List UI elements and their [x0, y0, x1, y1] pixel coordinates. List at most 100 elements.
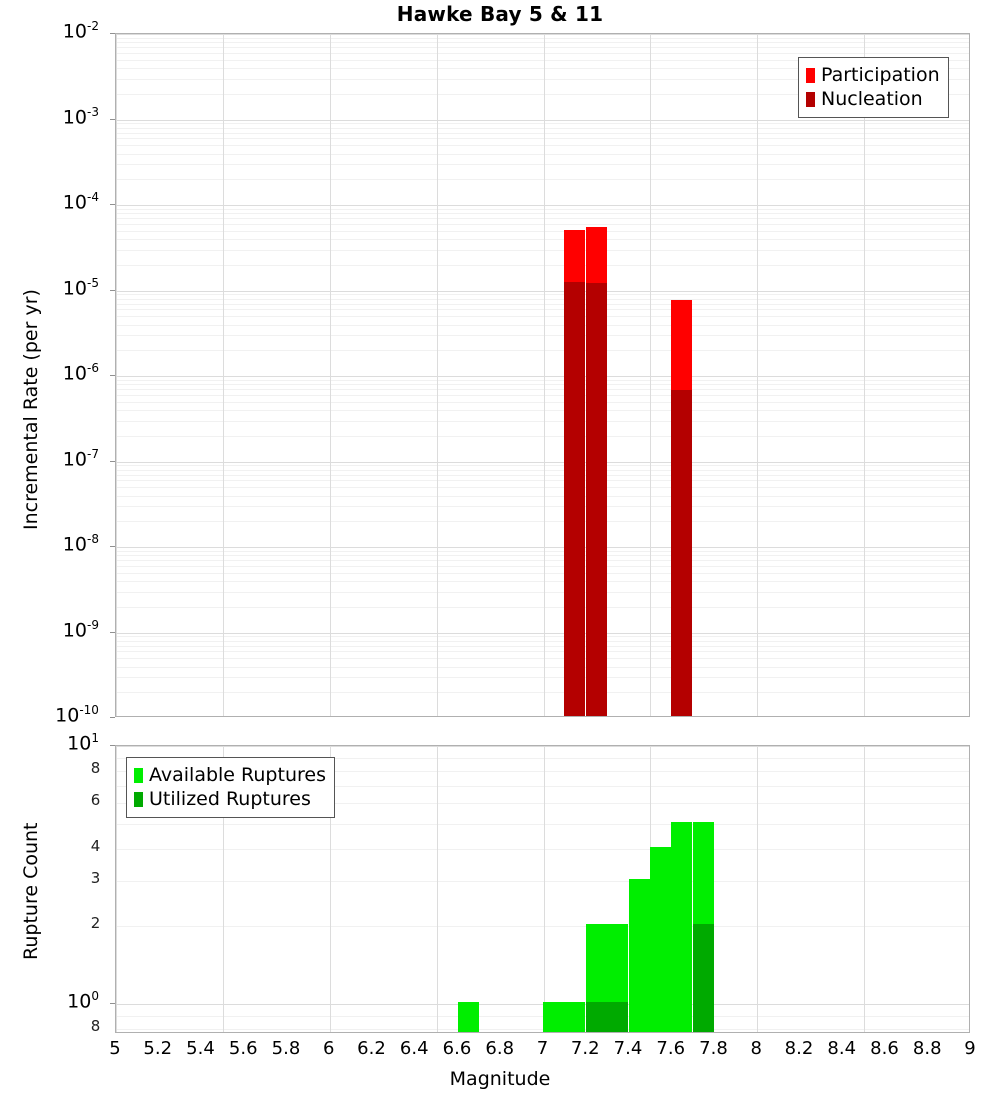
grid-line-minor — [116, 145, 969, 147]
grid-line-minor — [116, 785, 969, 787]
y-tick-mark — [110, 460, 115, 462]
grid-line-minor — [116, 1015, 969, 1017]
bar-nucleation — [564, 281, 586, 716]
grid-line-minor — [116, 335, 969, 337]
grid-line-minor — [116, 384, 969, 386]
x-tick-label: 7.2 — [570, 1038, 600, 1059]
grid-line-vertical — [329, 34, 331, 716]
grid-line-minor — [116, 127, 969, 129]
y-tick-mark — [110, 631, 115, 633]
grid-line-major — [116, 632, 969, 634]
x-tick-label: 8.2 — [784, 1038, 814, 1059]
bar-utilized-ruptures — [607, 1002, 629, 1032]
x-tick-label: 7.6 — [656, 1038, 686, 1059]
y-tick-label: 10-5 — [62, 275, 99, 299]
y-tick-label: 101 — [67, 731, 99, 755]
grid-line-minor — [116, 848, 969, 850]
legend-item-nucleation[interactable]: Nucleation — [806, 87, 940, 111]
utilized-ruptures-swatch-icon — [134, 791, 143, 807]
y-tick-label: 10-8 — [62, 532, 99, 556]
x-tick-label: 8.8 — [912, 1038, 942, 1059]
grid-line-minor — [116, 298, 969, 300]
grid-line-major — [116, 547, 969, 548]
grid-line-vertical — [864, 34, 866, 716]
grid-line-vertical — [116, 34, 117, 716]
y-tick-mark — [110, 33, 115, 34]
grid-line-minor — [116, 658, 969, 660]
legend-item-participation[interactable]: Participation — [806, 63, 940, 87]
grid-line-minor — [116, 410, 969, 412]
y-tick-mark — [110, 717, 115, 718]
y-tick-label: 10-2 — [62, 19, 99, 43]
grid-line-minor — [116, 565, 969, 567]
grid-line-minor — [116, 179, 969, 181]
legend-label-nucleation: Nucleation — [821, 87, 923, 110]
grid-line-vertical — [436, 34, 438, 716]
x-tick-label: 5 — [109, 1038, 121, 1059]
grid-line-major — [116, 1004, 969, 1005]
participation-swatch-icon — [806, 67, 815, 83]
grid-line-major — [116, 119, 969, 121]
bar-available-ruptures — [671, 821, 693, 1032]
top-legend: Participation Nucleation — [798, 57, 949, 118]
legend-item-utilized-ruptures[interactable]: Utilized Ruptures — [134, 787, 326, 811]
available-ruptures-swatch-icon — [134, 767, 143, 783]
legend-label-available-ruptures: Available Ruptures — [149, 763, 326, 786]
bar-nucleation — [671, 390, 693, 716]
x-tick-label: 5.4 — [186, 1038, 215, 1059]
y-tick-label: 10-9 — [62, 617, 99, 641]
grid-line-minor — [116, 591, 969, 593]
y-tick-mark — [110, 118, 115, 120]
grid-line-minor — [116, 316, 969, 318]
nucleation-swatch-icon — [806, 91, 815, 107]
bar-available-ruptures — [564, 1002, 586, 1032]
grid-line-minor — [116, 560, 969, 562]
x-tick-label: 6.8 — [485, 1038, 515, 1059]
grid-line-minor — [116, 823, 969, 825]
grid-line-minor — [116, 47, 969, 49]
y-tick-mark — [110, 1003, 115, 1004]
grid-line-major — [116, 746, 969, 747]
grid-line-vertical — [116, 746, 117, 1032]
y-tick-label: 10-3 — [62, 104, 99, 128]
legend-item-available-ruptures[interactable]: Available Ruptures — [134, 763, 326, 787]
y-tick-label: 10-4 — [62, 190, 99, 214]
grid-line-major — [116, 376, 969, 377]
grid-line-minor — [116, 506, 969, 508]
grid-line-minor — [116, 474, 969, 476]
grid-line-minor — [116, 1029, 969, 1030]
bar-available-ruptures — [543, 1002, 564, 1032]
grid-line-minor — [116, 692, 969, 694]
grid-line-minor — [116, 218, 969, 220]
grid-line-minor — [116, 636, 969, 638]
page-title: Hawke Bay 5 & 11 — [396, 2, 604, 26]
y-tick-mark — [110, 546, 115, 547]
grid-line-minor — [116, 757, 969, 759]
grid-line-minor — [116, 264, 969, 266]
grid-line-minor — [116, 469, 969, 471]
x-tick-label: 7 — [536, 1038, 549, 1059]
grid-line-vertical — [757, 746, 759, 1032]
y-tick-mark — [110, 745, 115, 746]
grid-line-minor — [116, 803, 969, 805]
grid-line-vertical — [650, 34, 652, 716]
grid-line-vertical — [543, 746, 545, 1032]
y-tick-label-minor: 6 — [90, 791, 105, 810]
grid-line-minor — [116, 666, 969, 668]
grid-line-minor — [116, 394, 969, 396]
y-tick-mark — [110, 289, 115, 291]
grid-line-minor — [116, 138, 969, 140]
grid-line-minor — [116, 230, 969, 232]
grid-line-vertical — [436, 746, 438, 1032]
y-tick-label-minor: 3 — [90, 868, 105, 887]
grid-line-minor — [116, 78, 969, 80]
y-tick-label: 10-7 — [62, 446, 99, 470]
grid-line-vertical — [329, 746, 331, 1032]
grid-line-minor — [116, 59, 969, 61]
x-tick-label: 9 — [964, 1038, 976, 1059]
grid-line-minor — [116, 350, 969, 352]
x-tick-label: 5.2 — [143, 1038, 173, 1059]
grid-line-minor — [116, 153, 969, 155]
y-tick-mark — [110, 204, 115, 205]
grid-line-minor — [116, 389, 969, 391]
